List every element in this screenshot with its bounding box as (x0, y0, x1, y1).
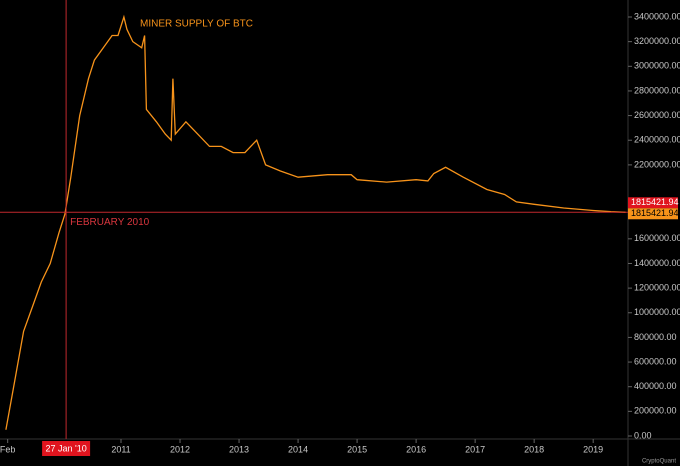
y-tick-label: 1000000.00 (634, 307, 680, 317)
y-tick-label: 1600000.00 (634, 233, 680, 243)
x-tick-label: 2012 (170, 444, 190, 454)
y-tick-label: 400000.00 (634, 381, 677, 391)
y-tick-label: 3400000.00 (634, 11, 680, 21)
y-tick-label: 2400000.00 (634, 135, 680, 145)
x-tick-label: 2015 (347, 444, 367, 454)
x-tick-label: 2011 (111, 444, 130, 454)
y-tick-label: 1400000.00 (634, 258, 680, 268)
line (5, 14, 626, 430)
x-tick-label: 2019 (583, 444, 603, 454)
y-tick-label: 2800000.00 (634, 85, 680, 95)
annotation: MINER SUPPLY OF BTC (140, 19, 253, 30)
y-tick-label: 2200000.00 (634, 159, 680, 169)
x-tick-label: Feb (0, 444, 15, 454)
y-tick-label: 1200000.00 (634, 282, 680, 292)
annotation: FEBRUARY 2010 (70, 217, 150, 228)
watermark: CryptoQuant (642, 459, 676, 465)
y-tick-label: 800000.00 (634, 332, 677, 342)
last-value-label: 1815421.94 (631, 208, 679, 218)
crosshair-x-box (42, 441, 91, 456)
x-tick-label: 2014 (288, 444, 308, 454)
x-tick-label: 2017 (465, 444, 485, 454)
crosshair-y-box (628, 197, 678, 209)
y-tick-label: 200000.00 (634, 406, 677, 416)
y-tick-label: 600000.00 (634, 356, 677, 366)
crosshair-y-label: 1815421.94 (631, 197, 679, 207)
x-tick-label: 2013 (229, 444, 249, 454)
x-tick-label: 2016 (406, 444, 426, 454)
x-tick-label: 2018 (524, 444, 544, 454)
y-tick-label: 0.00 (634, 430, 652, 440)
crosshair-x-label: 27 Jan '10 (45, 443, 86, 453)
last-value-box (628, 208, 678, 220)
y-tick-label: 2600000.00 (634, 110, 680, 120)
y-tick-label: 3200000.00 (634, 36, 680, 46)
y-tick-label: 3000000.00 (634, 61, 680, 71)
